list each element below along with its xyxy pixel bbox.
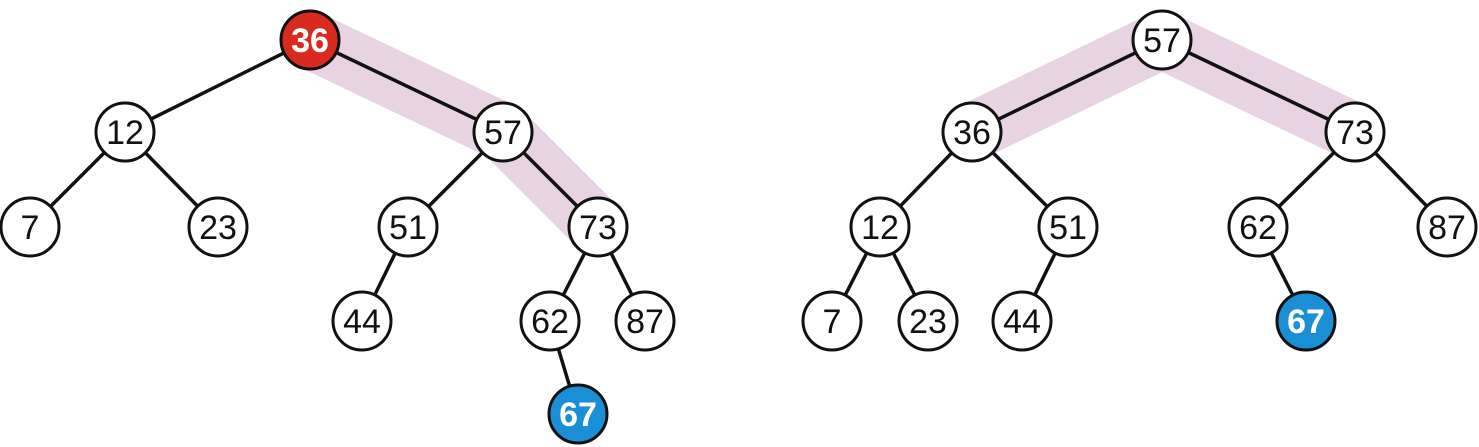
- node-circle: [991, 290, 1053, 352]
- node-label: 23: [909, 303, 947, 341]
- node-circle: [472, 101, 534, 163]
- before-node-36: 36: [279, 9, 341, 71]
- before-highlight-path: [281, 11, 627, 256]
- after-node-87: 87: [1416, 196, 1478, 258]
- node-label: 12: [861, 209, 899, 247]
- highlight-layer: [281, 11, 1384, 256]
- node-label: 36: [291, 22, 329, 60]
- node-label: 73: [1336, 114, 1374, 152]
- node-label: 12: [106, 114, 144, 152]
- before-node-87: 87: [614, 290, 676, 352]
- node-label: 62: [1239, 209, 1277, 247]
- node-label: 51: [1049, 209, 1087, 247]
- after-node-44: 44: [991, 290, 1053, 352]
- node-circle: [1324, 101, 1386, 163]
- after-edge-m57-m73: [1161, 38, 1356, 134]
- before-node-7: 7: [0, 196, 61, 258]
- node-circle: [0, 196, 61, 258]
- node-circle: [94, 101, 156, 163]
- node-circle: [614, 290, 676, 352]
- before-node-57: 57: [472, 101, 534, 163]
- node-circle: [377, 196, 439, 258]
- before-edge-n36-n12: [124, 38, 311, 134]
- node-label: 57: [1143, 22, 1181, 60]
- node-circle: [567, 196, 629, 258]
- node-circle: [1275, 290, 1337, 352]
- node-label: 67: [559, 396, 597, 434]
- after-node-23: 23: [897, 290, 959, 352]
- after-node-51: 51: [1037, 196, 1099, 258]
- node-label: 87: [626, 303, 664, 341]
- after-node-12: 12: [849, 196, 911, 258]
- before-edge-n36-n57: [309, 38, 504, 134]
- node-circle: [849, 196, 911, 258]
- node-label: 44: [1003, 303, 1041, 341]
- node-label: 67: [1287, 303, 1325, 341]
- node-circle: [279, 9, 341, 71]
- node-label: 23: [199, 209, 237, 247]
- node-label: 87: [1428, 209, 1466, 247]
- before-node-73: 73: [567, 196, 629, 258]
- node-circle: [1227, 196, 1289, 258]
- node-label: 7: [823, 303, 842, 341]
- before-node-62: 62: [519, 290, 581, 352]
- node-label: 7: [21, 209, 40, 247]
- before-node-51: 51: [377, 196, 439, 258]
- node-label: 57: [484, 114, 522, 152]
- node-layer: 36 12 57 7 23 51 73 44 62 87 67 57 36 73 12 51 62 87 7 23 44…: [0, 9, 1478, 445]
- node-circle: [1416, 196, 1478, 258]
- after-node-62: 62: [1227, 196, 1289, 258]
- node-circle: [1037, 196, 1099, 258]
- node-label: 51: [389, 209, 427, 247]
- node-circle: [547, 383, 609, 445]
- before-node-23: 23: [187, 196, 249, 258]
- node-circle: [1131, 9, 1193, 71]
- after-node-73: 73: [1324, 101, 1386, 163]
- after-node-7: 7: [801, 290, 863, 352]
- after-edge-m57-m36: [971, 38, 1163, 134]
- after-node-67: 67: [1275, 290, 1337, 352]
- node-label: 73: [579, 209, 617, 247]
- node-circle: [187, 196, 249, 258]
- node-circle: [941, 101, 1003, 163]
- before-node-12: 12: [94, 101, 156, 163]
- node-label: 44: [343, 303, 381, 341]
- node-circle: [331, 290, 393, 352]
- node-circle: [519, 290, 581, 352]
- node-circle: [897, 290, 959, 352]
- before-node-44: 44: [331, 290, 393, 352]
- node-label: 62: [531, 303, 569, 341]
- node-circle: [801, 290, 863, 352]
- before-node-67: 67: [547, 383, 609, 445]
- node-label: 36: [953, 114, 991, 152]
- after-node-36: 36: [941, 101, 1003, 163]
- after-node-57: 57: [1131, 9, 1193, 71]
